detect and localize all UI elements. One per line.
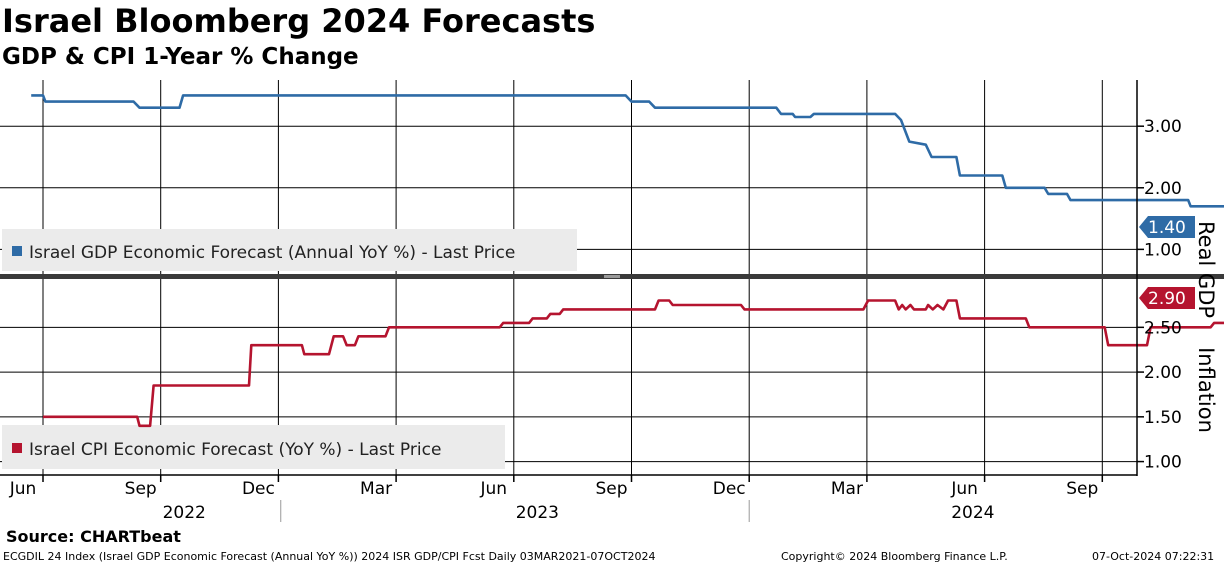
cpi-axis-title: Inflation xyxy=(1194,347,1218,433)
gdp-series-line xyxy=(31,94,1224,208)
cpi-y-tick-label: 1.00 xyxy=(1144,453,1182,473)
cpi-y-tick-label: 2.00 xyxy=(1144,363,1182,383)
gdp-legend-swatch xyxy=(12,246,22,256)
gdp-y-tick-label: 2.00 xyxy=(1144,179,1182,199)
gdp-last-value-tag: 1.40 xyxy=(1139,216,1195,238)
cpi-last-value-tag: 2.90 xyxy=(1139,287,1195,309)
x-tick-label: Jun xyxy=(480,479,508,499)
cpi-y-tick-label: 2.50 xyxy=(1144,318,1182,338)
x-year-label: 2024 xyxy=(951,503,994,523)
x-tick-label: Mar xyxy=(360,479,392,499)
x-tick-label: Jun xyxy=(950,479,978,499)
gdp-legend-label: Israel GDP Economic Forecast (Annual YoY… xyxy=(29,243,515,263)
series-lines xyxy=(31,94,1224,428)
x-axis-ticks: Jun Sep Dec Mar Jun Sep Dec Mar Jun Sep 2022 2023 20… xyxy=(9,475,1104,523)
cpi-y-tick-label: 1.50 xyxy=(1144,408,1182,428)
gdp-axis-title: Real GDP xyxy=(1194,221,1218,318)
gdp-y-tick-label: 3.00 xyxy=(1144,117,1182,137)
x-year-label: 2023 xyxy=(516,503,559,523)
cpi-last-value: 2.90 xyxy=(1148,289,1186,309)
cpi-series-line xyxy=(43,299,1224,428)
gdp-last-value: 1.40 xyxy=(1148,218,1186,238)
x-tick-label: Sep xyxy=(595,479,627,499)
footer-description: ECGDIL 24 Index (Israel GDP Economic For… xyxy=(3,550,656,563)
x-tick-label: Sep xyxy=(125,479,157,499)
x-year-label: 2022 xyxy=(163,503,206,523)
source-note: Source: CHARTbeat xyxy=(6,527,181,546)
gdp-legend-box xyxy=(2,229,577,271)
x-tick-label: Jun xyxy=(9,479,37,499)
cpi-legend-box xyxy=(2,425,505,469)
cpi-legend-swatch xyxy=(12,443,22,453)
x-tick-label: Dec xyxy=(713,479,746,499)
chart-subtitle: GDP & CPI 1-Year % Change xyxy=(2,44,359,70)
y-axis-ticks: 3.00 2.00 1.00 2.50 2.00 1.50 1.00 xyxy=(1137,117,1182,473)
chart-title: Israel Bloomberg 2024 Forecasts xyxy=(2,2,596,40)
panel-resize-handle[interactable] xyxy=(604,275,620,278)
x-tick-label: Sep xyxy=(1066,479,1098,499)
cpi-legend-label: Israel CPI Economic Forecast (YoY %) - L… xyxy=(29,440,441,460)
x-tick-label: Dec xyxy=(242,479,275,499)
footer-timestamp: 07-Oct-2024 07:22:31 xyxy=(1092,550,1215,563)
x-tick-label: Mar xyxy=(831,479,863,499)
footer-copyright: Copyright© 2024 Bloomberg Finance L.P. xyxy=(781,550,1008,563)
gdp-y-tick-label: 1.00 xyxy=(1144,240,1182,260)
